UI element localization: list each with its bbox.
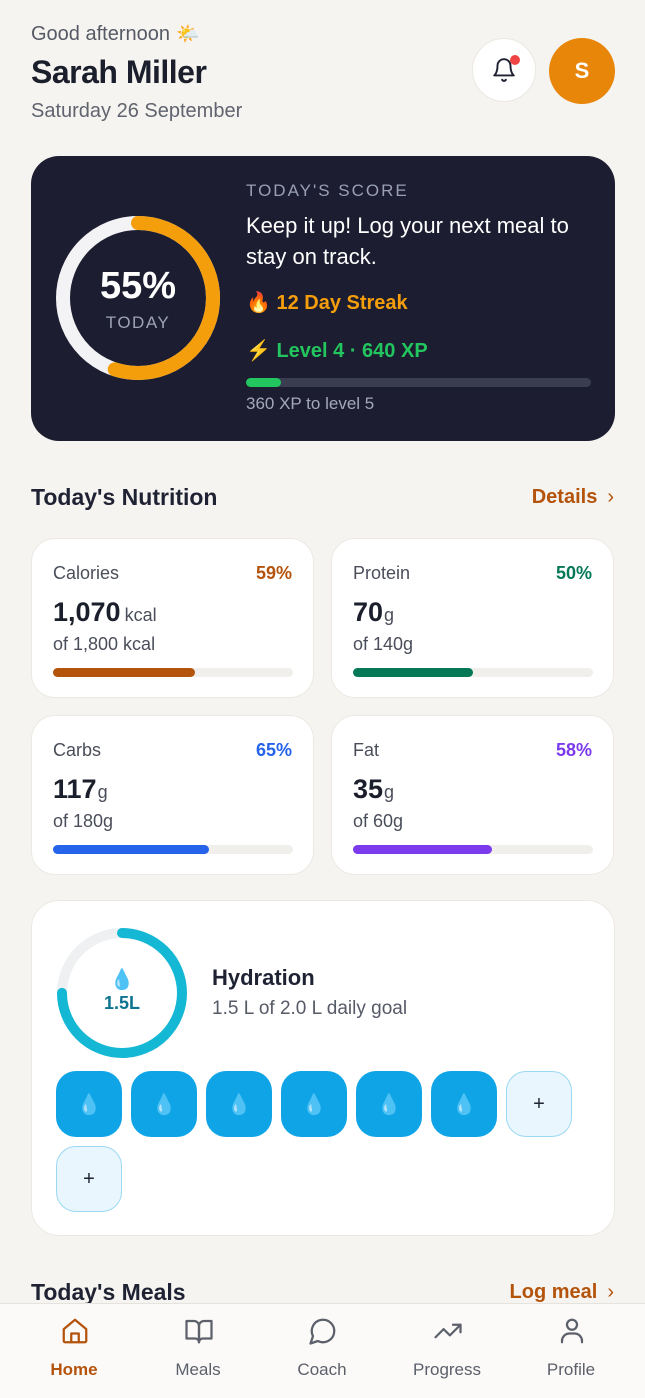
- water-glass-filled[interactable]: 💧: [356, 1071, 422, 1137]
- bottom-tab-bar: Home Meals Coach Progress Profile: [0, 1303, 645, 1398]
- nutrient-goal: of 60g: [353, 811, 404, 831]
- details-link[interactable]: Details ›: [532, 486, 614, 509]
- score-message: Keep it up! Log your next meal to stay o…: [246, 213, 569, 269]
- water-glass-filled[interactable]: 💧: [56, 1071, 122, 1137]
- chat-bubble-icon: [309, 1318, 336, 1345]
- nutrient-progress-fill: [53, 845, 209, 854]
- score-percent: 55%: [99, 265, 177, 307]
- water-drop-icon: 💧: [109, 969, 135, 991]
- level-badge: ⚡ Level 4 · 640 XP: [246, 340, 428, 362]
- add-water-button[interactable]: +: [506, 1071, 572, 1137]
- nutrition-card-fat[interactable]: Fat 58% 35g of 60g: [331, 715, 614, 875]
- details-link-label: Details: [531, 486, 598, 508]
- hydration-ring: 💧 1.5L: [54, 925, 190, 1061]
- nutrient-percent: 65%: [255, 740, 292, 760]
- hydration-goal: 1.5 L of 2.0 L daily goal: [212, 998, 408, 1019]
- nutrition-card-carbs[interactable]: Carbs 65% 117g of 180g: [31, 715, 314, 875]
- nutrient-progress-bar: [53, 845, 293, 854]
- avatar[interactable]: S: [549, 38, 615, 104]
- hydration-amount: 1.5L: [103, 993, 141, 1013]
- nutrient-percent: 58%: [555, 740, 592, 760]
- score-title: TODAY'S SCORE: [246, 181, 409, 200]
- water-glass-filled[interactable]: 💧: [281, 1071, 347, 1137]
- plus-icon: +: [83, 1167, 95, 1190]
- nutrient-percent: 59%: [255, 563, 292, 583]
- nutrient-progress-bar: [353, 668, 593, 677]
- plus-icon: +: [533, 1092, 545, 1115]
- nutrient-goal: of 180g: [53, 811, 114, 831]
- tab-label: Home: [50, 1360, 98, 1379]
- xp-note: 360 XP to level 5: [246, 394, 375, 413]
- header: Good afternoon 🌤️ Sarah Miller Saturday 2…: [31, 20, 615, 130]
- nutrition-title: Today's Nutrition: [31, 484, 218, 510]
- xp-progress-fill: [246, 378, 281, 387]
- chevron-right-icon: ›: [607, 486, 614, 508]
- nutrient-percent: 50%: [555, 563, 592, 583]
- score-sub-label: TODAY: [105, 313, 171, 332]
- water-drop-icon: 💧: [376, 1093, 402, 1116]
- current-date: Saturday 26 September: [31, 100, 243, 122]
- nutrient-value: 1,070 kcal: [53, 597, 157, 627]
- nutrition-card-protein[interactable]: Protein 50% 70g of 140g: [331, 538, 614, 698]
- hydration-title: Hydration: [212, 965, 315, 990]
- greeting: Good afternoon 🌤️: [31, 22, 200, 46]
- tab-label: Coach: [297, 1360, 347, 1379]
- xp-progress-bar: [246, 378, 591, 387]
- chevron-right-icon: ›: [607, 1281, 614, 1303]
- water-glass-filled[interactable]: 💧: [206, 1071, 272, 1137]
- log-meal-label: Log meal: [509, 1281, 598, 1303]
- nutrient-value: 70g: [353, 597, 395, 627]
- tab-label: Meals: [175, 1360, 221, 1379]
- hydration-card: 💧 1.5L Hydration 1.5 L of 2.0 L daily go…: [31, 900, 615, 1236]
- nutrient-progress-fill: [53, 668, 195, 677]
- log-meal-link[interactable]: Log meal ›: [510, 1281, 614, 1304]
- water-drop-icon: 💧: [76, 1093, 102, 1116]
- tab-meals[interactable]: Meals: [143, 1304, 253, 1398]
- book-icon: [185, 1319, 213, 1344]
- water-glass-filled[interactable]: 💧: [431, 1071, 497, 1137]
- notifications-button[interactable]: [472, 38, 536, 102]
- tab-home[interactable]: Home: [19, 1304, 129, 1398]
- score-ring: 55% TODAY: [53, 213, 223, 383]
- nutrient-progress-fill: [353, 668, 473, 677]
- nutrient-name: Calories: [53, 563, 120, 583]
- streak-badge: 🔥 12 Day Streak: [246, 292, 408, 314]
- nutrient-name: Fat: [353, 740, 380, 760]
- tab-coach[interactable]: Coach: [267, 1304, 377, 1398]
- greeting-text: Good afternoon: [31, 23, 170, 45]
- nutrient-goal: of 140g: [353, 634, 414, 654]
- user-icon: [560, 1318, 584, 1344]
- nutrient-goal: of 1,800 kcal: [53, 634, 156, 654]
- nutrient-name: Carbs: [53, 740, 102, 760]
- score-card: 55% TODAY TODAY'S SCORE Keep it up! Log …: [31, 156, 615, 441]
- nutrient-value: 35g: [353, 774, 395, 804]
- meals-title: Today's Meals: [31, 1279, 186, 1305]
- tab-profile[interactable]: Profile: [516, 1304, 626, 1398]
- tab-progress[interactable]: Progress: [392, 1304, 502, 1398]
- add-water-button[interactable]: +: [56, 1146, 122, 1212]
- nutrient-progress-bar: [53, 668, 293, 677]
- nutrient-value: 117g: [53, 774, 108, 804]
- tab-label: Progress: [412, 1360, 482, 1379]
- nutrition-card-calories[interactable]: Calories 59% 1,070 kcal of 1,800 kcal: [31, 538, 314, 698]
- water-drop-icon: 💧: [151, 1093, 177, 1116]
- nutrient-progress-bar: [353, 845, 593, 854]
- notification-dot: [510, 55, 520, 65]
- water-drop-icon: 💧: [451, 1093, 477, 1116]
- trending-up-icon: [434, 1323, 462, 1339]
- sun-behind-cloud-icon: 🌤️: [176, 24, 200, 45]
- nutrient-name: Protein: [353, 563, 411, 583]
- home-icon: [62, 1318, 88, 1344]
- water-glass-filled[interactable]: 💧: [131, 1071, 197, 1137]
- water-drop-icon: 💧: [301, 1093, 327, 1116]
- nutrient-progress-fill: [353, 845, 493, 854]
- user-name: Sarah Miller: [31, 54, 207, 90]
- tab-label: Profile: [546, 1360, 596, 1379]
- water-drop-icon: 💧: [226, 1093, 252, 1116]
- bell-icon: [493, 58, 515, 82]
